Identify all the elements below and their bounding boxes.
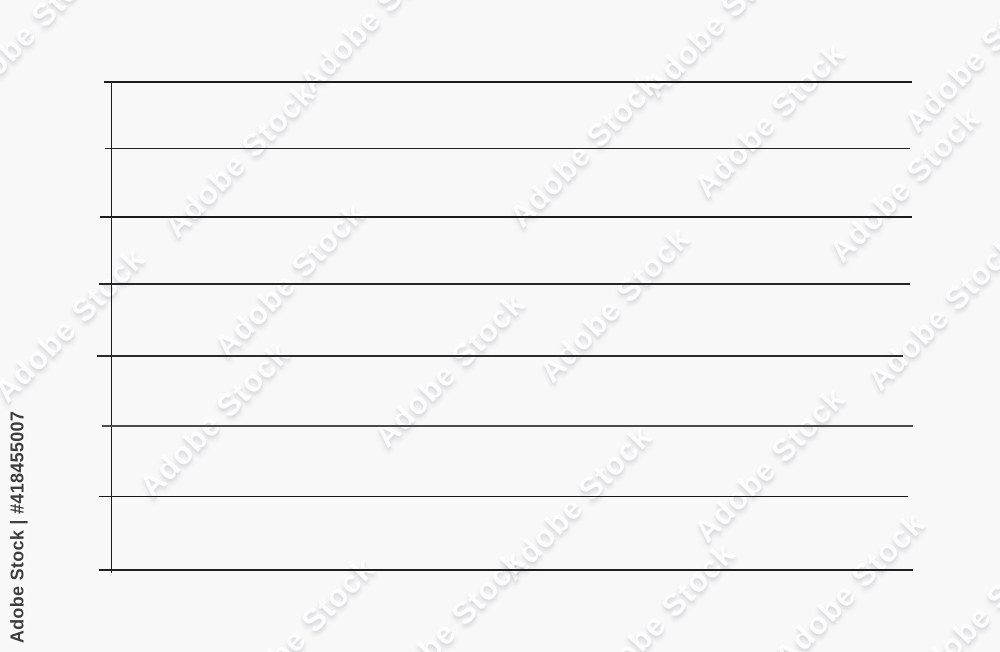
gridline	[100, 216, 912, 218]
gridline	[97, 355, 903, 357]
gridline	[104, 81, 912, 83]
y-axis-line	[110, 81, 113, 573]
gridline	[99, 283, 910, 285]
stock-credit-watermark: Adobe Stock | #418455007	[7, 410, 28, 644]
gridline	[102, 425, 913, 428]
gridline	[99, 496, 908, 498]
gridline	[99, 569, 913, 571]
gridline	[105, 148, 910, 150]
